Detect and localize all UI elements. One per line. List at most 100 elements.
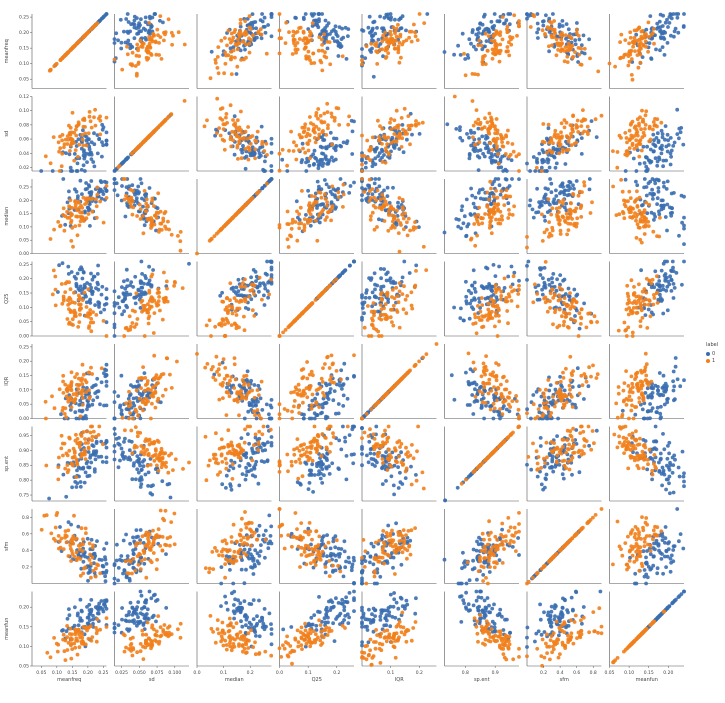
point-series-1 [215, 55, 220, 59]
point-series-0 [95, 395, 100, 400]
point-series-1 [329, 111, 334, 116]
point-series-1 [381, 33, 386, 38]
point-series-1 [150, 196, 155, 201]
point-series-0 [149, 284, 154, 289]
point-series-0 [575, 21, 579, 25]
point-series-1 [396, 22, 400, 27]
point-series-1 [493, 290, 498, 295]
point-series-0 [102, 307, 107, 312]
point-series-1 [73, 148, 78, 153]
point-series-0 [350, 129, 355, 134]
point-series-1 [95, 21, 100, 25]
point-series-1 [388, 29, 393, 34]
point-series-1 [83, 378, 87, 382]
point-series-1 [318, 113, 323, 118]
point-series-1 [483, 62, 488, 66]
point-series-1 [399, 223, 403, 227]
y-tick-label-sd: 0.08 [19, 122, 29, 128]
point-series-1 [402, 284, 406, 289]
point-series-1 [565, 54, 570, 59]
point-series-1 [83, 33, 88, 38]
point-series-1 [572, 298, 577, 303]
point-series-1 [150, 131, 155, 136]
y-axis-label-median: median [4, 207, 10, 226]
point-series-0 [560, 19, 565, 23]
point-series-1 [487, 226, 492, 230]
point-series-0 [293, 15, 298, 20]
point-series-0 [57, 263, 61, 268]
point-series-1 [160, 317, 165, 322]
point-series-0 [649, 56, 653, 61]
point-series-1 [144, 205, 149, 210]
point-series-0 [485, 26, 489, 31]
point-series-0 [263, 159, 267, 164]
point-series-0 [645, 211, 650, 216]
point-series-0 [346, 34, 350, 38]
point-series-0 [334, 144, 339, 148]
point-series-0 [656, 140, 661, 145]
point-series-0 [330, 29, 334, 34]
point-series-1 [77, 295, 82, 300]
point-series-1 [244, 32, 249, 36]
point-series-0 [360, 158, 364, 163]
point-series-0 [338, 143, 342, 148]
point-series-0 [539, 165, 544, 170]
point-series-0 [631, 156, 636, 161]
point-series-1 [390, 320, 394, 324]
point-series-1 [166, 114, 171, 119]
point-series-1 [163, 387, 168, 392]
point-series-1 [297, 314, 301, 319]
point-series-1 [384, 149, 388, 153]
point-series-1 [180, 286, 185, 290]
point-series-0 [93, 391, 98, 395]
point-series-1 [490, 121, 495, 126]
point-series-0 [660, 45, 665, 49]
point-series-1 [470, 72, 475, 76]
point-series-1 [137, 376, 142, 381]
point-series-1 [286, 245, 291, 249]
point-series-1 [531, 13, 536, 17]
point-series-0 [671, 282, 676, 286]
point-series-1 [387, 152, 391, 157]
y-tick-label-sd: 0.10 [19, 108, 29, 114]
point-series-1 [392, 118, 397, 123]
point-series-0 [663, 137, 667, 142]
point-series-1 [360, 133, 364, 138]
point-series-0 [268, 259, 273, 264]
point-series-1 [586, 132, 590, 137]
point-series-1 [221, 224, 226, 229]
point-series-0 [541, 276, 545, 281]
point-series-1 [77, 223, 82, 228]
point-series-1 [630, 334, 635, 338]
point-series-0 [458, 128, 462, 133]
point-series-1 [569, 143, 574, 148]
point-series-1 [172, 280, 177, 284]
point-series-1 [69, 405, 74, 410]
point-series-0 [496, 177, 501, 181]
point-series-1 [640, 316, 645, 320]
point-series-1 [504, 133, 508, 138]
point-series-1 [295, 41, 300, 45]
point-series-1 [234, 323, 239, 328]
point-series-1 [417, 12, 422, 16]
point-series-0 [364, 197, 368, 201]
point-series-1 [651, 120, 656, 124]
point-series-0 [158, 18, 162, 23]
point-series-0 [682, 259, 686, 264]
point-series-1 [320, 68, 325, 73]
point-series-0 [112, 289, 117, 294]
point-series-0 [464, 234, 468, 239]
point-series-0 [542, 214, 547, 219]
point-series-0 [66, 264, 71, 269]
point-series-1 [176, 30, 181, 35]
point-series-1 [236, 37, 240, 42]
point-series-0 [84, 138, 89, 143]
point-series-1 [86, 196, 91, 201]
point-series-1 [588, 56, 592, 61]
point-series-1 [397, 325, 402, 330]
point-series-1 [157, 53, 162, 57]
point-series-0 [269, 136, 274, 141]
point-series-1 [294, 157, 299, 162]
point-series-0 [484, 39, 489, 43]
point-series-1 [73, 375, 77, 379]
